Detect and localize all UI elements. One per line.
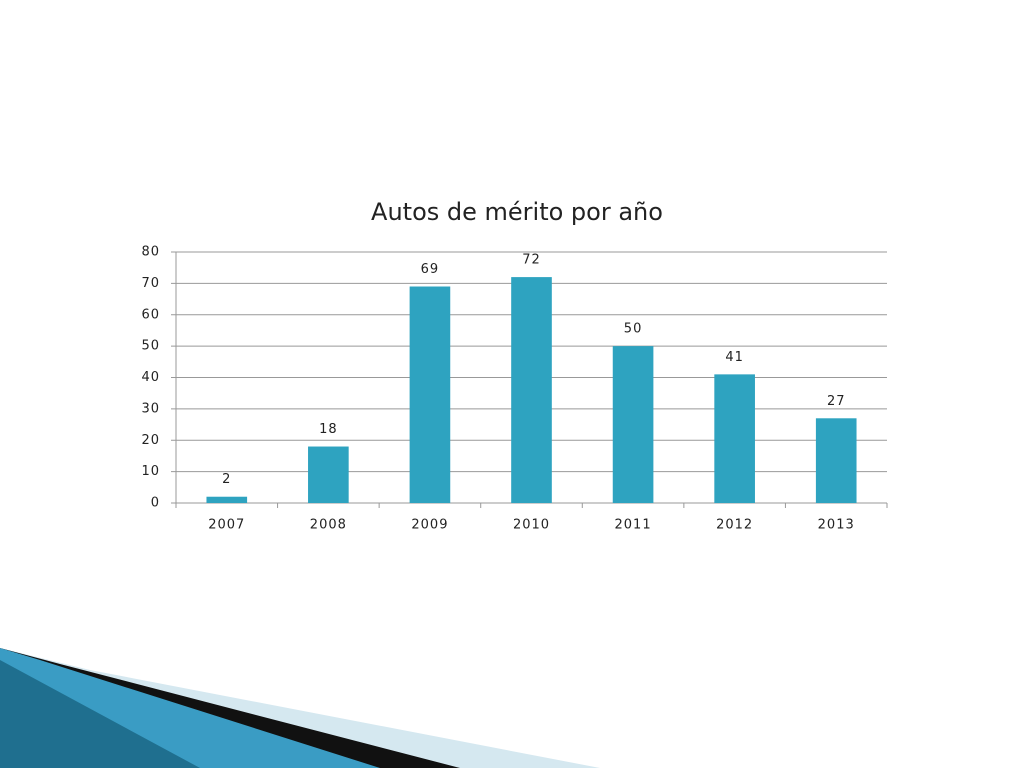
x-tick-label: 2009 [411, 518, 448, 533]
y-tick-label: 50 [141, 339, 160, 354]
y-tick-label: 60 [141, 307, 160, 322]
y-tick-label: 80 [141, 245, 160, 260]
x-tick-label: 2013 [818, 518, 855, 533]
x-tick-label: 2007 [208, 518, 245, 533]
y-tick-label: 30 [141, 401, 160, 416]
value-label: 27 [827, 394, 846, 409]
x-tick-label: 2011 [615, 518, 652, 533]
y-tick-label: 20 [141, 433, 160, 448]
bar [308, 446, 349, 503]
chart-title: Autos de mérito por año [371, 198, 663, 226]
value-label: 18 [319, 422, 338, 437]
bar [714, 374, 755, 503]
y-tick-label: 70 [141, 276, 160, 291]
bar [409, 286, 451, 503]
bar [511, 277, 552, 503]
bar [815, 418, 857, 503]
bar [612, 346, 654, 503]
y-tick-label: 10 [141, 464, 160, 479]
y-tick-label: 0 [151, 496, 160, 511]
bar [206, 496, 248, 503]
x-tick-label: 2008 [310, 518, 347, 533]
swoosh-deep [0, 660, 200, 768]
x-tick-label: 2012 [716, 518, 753, 533]
value-label: 41 [725, 350, 744, 365]
value-label: 69 [421, 262, 440, 277]
x-tick-label: 2010 [513, 518, 550, 533]
value-label: 50 [624, 322, 643, 337]
value-label: 2 [222, 472, 231, 487]
decoration [0, 648, 600, 768]
value-label: 72 [522, 253, 541, 268]
y-tick-label: 40 [141, 370, 160, 385]
